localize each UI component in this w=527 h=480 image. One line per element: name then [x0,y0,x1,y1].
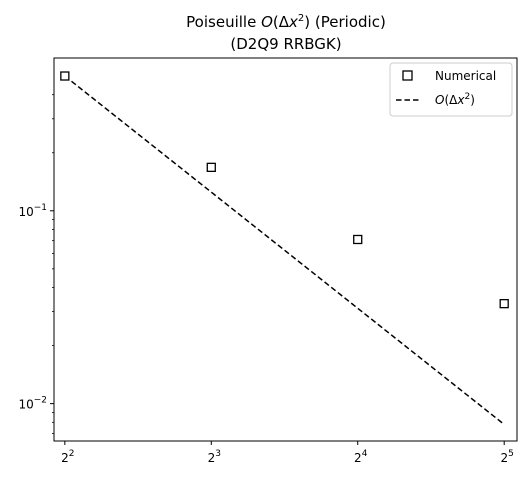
series-layer [60,71,509,426]
x-tick-label-2: 24 [354,449,368,465]
numerical-point-2 [353,234,363,245]
reference-line [64,75,505,426]
x-tick-label-0: 22 [61,449,74,465]
chart-title-line1: Poiseuille O(Δx2) (Periodic) [186,13,386,31]
numerical-point-0 [60,71,70,81]
chart-title-line2: (D2Q9 RRBGK) [230,35,341,53]
legend: Numerical O(Δx2) [389,62,513,117]
y-tick-label-0: 10−1 [18,203,47,219]
legend-frame [389,62,513,117]
numerical-point-3 [499,298,509,309]
plot-area-frame [53,57,518,442]
legend-marker-numerical [402,70,413,81]
ticks-layer: 22 23 24 25 10−1 10−2 [18,94,514,465]
numerical-point-1 [206,162,216,173]
x-tick-label-3: 25 [501,449,514,465]
legend-label-reference: O(Δx2) [435,92,475,107]
y-tick-label-1: 10−2 [18,396,47,412]
x-tick-label-1: 23 [208,449,221,465]
legend-label-numerical: Numerical [435,69,496,83]
